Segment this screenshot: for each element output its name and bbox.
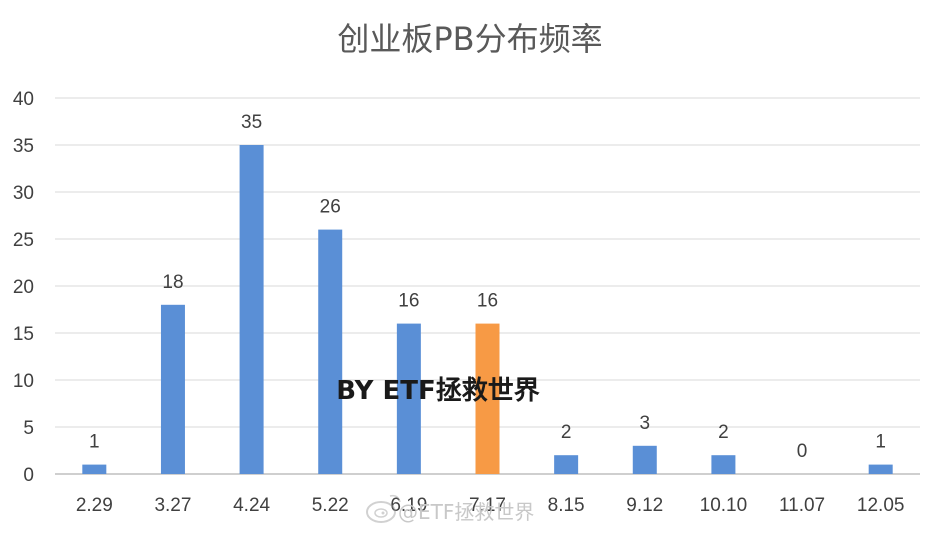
- y-tick-label: 20: [13, 277, 34, 298]
- x-tick-label: 7.17: [469, 495, 506, 516]
- y-tick-label: 0: [23, 465, 34, 486]
- overlay-byline: BY ETF拯救世界: [336, 376, 540, 406]
- data-label: 3: [639, 413, 650, 434]
- x-tick-label: 3.27: [154, 495, 191, 516]
- x-tick-label: 4.24: [233, 495, 270, 516]
- y-tick-label: 5: [23, 418, 34, 439]
- data-label: 2: [561, 422, 572, 443]
- bars: [82, 145, 893, 474]
- y-tick-label: 35: [13, 136, 34, 157]
- bar-10.10: [711, 455, 736, 474]
- y-tick-label: 40: [13, 89, 34, 110]
- bar-8.15: [554, 455, 579, 474]
- data-labels: 1 18 35 26 16 16 2 3 2 0 1: [89, 112, 886, 462]
- bar-9.12: [632, 445, 657, 474]
- data-label: 1: [875, 432, 886, 453]
- data-label: 1: [89, 432, 100, 453]
- x-tick-label: 9.12: [626, 495, 663, 516]
- x-tick-label: 10.10: [700, 495, 748, 516]
- data-label: 35: [241, 112, 262, 133]
- bar-6.19: [396, 323, 421, 474]
- data-label: 18: [162, 272, 183, 293]
- data-label: 26: [320, 197, 341, 218]
- watermark: @ETF拯救世界: [366, 494, 534, 524]
- data-label: 16: [398, 291, 419, 312]
- data-label: 16: [477, 291, 498, 312]
- x-tick-label: 12.05: [857, 495, 905, 516]
- y-tick-label: 15: [13, 324, 34, 345]
- bar-7.17: [475, 323, 500, 474]
- x-tick-label: 5.22: [312, 495, 349, 516]
- y-tick-label: 30: [13, 183, 34, 204]
- weibo-icon: [366, 494, 401, 523]
- y-tick-label: 10: [13, 371, 34, 392]
- bar-2.29: [82, 464, 107, 474]
- bar-12.05: [868, 464, 893, 474]
- gridlines: [55, 97, 920, 475]
- y-axis-ticks: 0 5 10 15 20 25 30 35 40: [13, 89, 34, 486]
- data-label: 0: [797, 441, 808, 462]
- x-tick-label: 8.15: [548, 495, 585, 516]
- x-axis-ticks: 2.29 3.27 4.24 5.22 6.19 7.17 8.15 9.12 10.10 11.…: [76, 495, 905, 516]
- bar-4.24: [239, 145, 264, 474]
- bar-5.22: [318, 229, 343, 474]
- bar-3.27: [160, 304, 185, 474]
- data-label: 2: [718, 422, 729, 443]
- x-tick-label: 2.29: [76, 495, 113, 516]
- x-tick-label: 11.07: [779, 495, 825, 516]
- watermark-text: @ETF拯救世界: [398, 500, 534, 524]
- chart-title: 创业板PB分布频率: [337, 20, 602, 58]
- x-tick-label: 6.19: [390, 495, 427, 516]
- y-tick-label: 25: [13, 230, 34, 251]
